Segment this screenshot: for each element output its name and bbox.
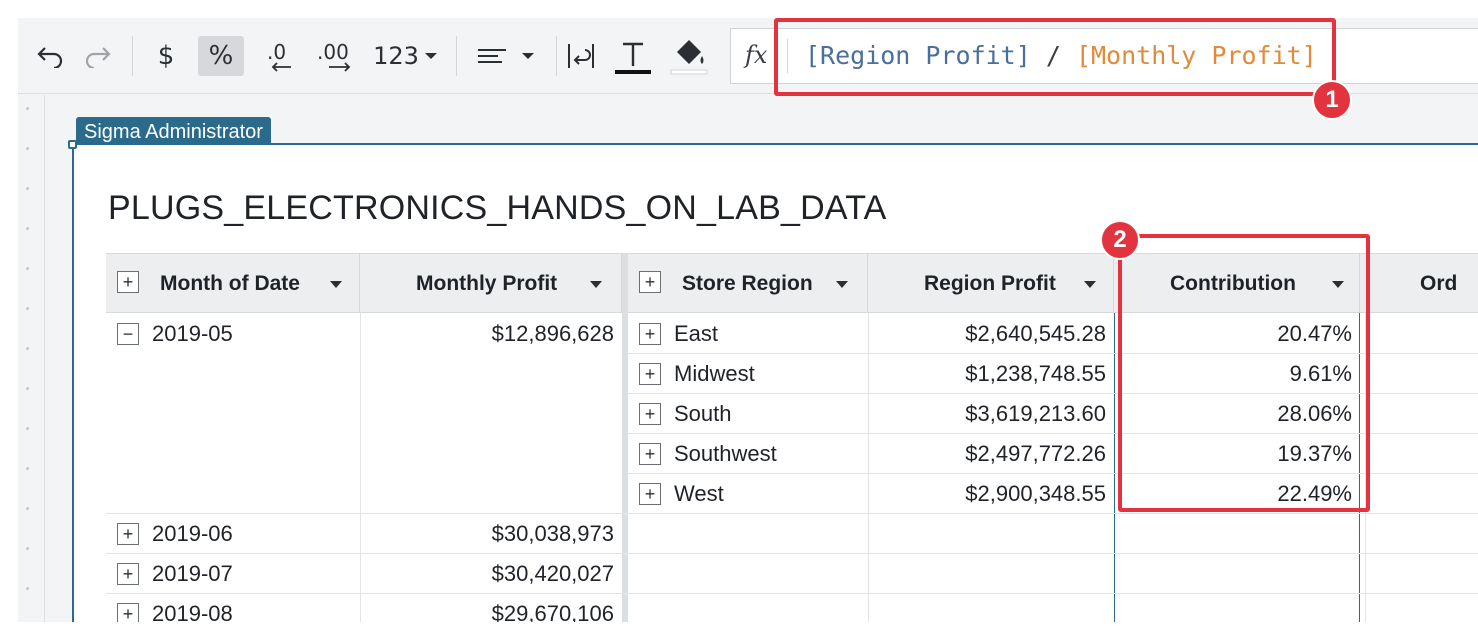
column-header-month-of-date[interactable]: + Month of Date	[106, 253, 360, 313]
region-profit-cell: $1,238,748.55	[965, 361, 1106, 386]
pivot-divider	[622, 253, 628, 622]
chevron-down-icon	[522, 53, 534, 59]
workbook-canvas: Sigma Administrator PLUGS_ELECTRONICS_HA…	[18, 95, 1478, 622]
pivot-table: + Month of Date Monthly Profit + Store R…	[106, 253, 1478, 622]
redo-icon[interactable]	[80, 36, 116, 76]
month-cell: 2019-08	[152, 601, 233, 622]
column-header-monthly-profit[interactable]: Monthly Profit	[360, 253, 622, 313]
monthly-profit-cell: $30,038,973	[491, 521, 614, 546]
contribution-cell: 28.06%	[1277, 401, 1352, 426]
column-header-label: Store Region	[682, 272, 813, 295]
callout-badge-1: 1	[1312, 80, 1352, 120]
toolbar-divider	[132, 36, 133, 76]
formula-divider	[787, 39, 788, 73]
column-header-contribution[interactable]: Contribution	[1114, 253, 1360, 313]
app-frame: $ % .0 .00 123 fx [Region Profi	[18, 18, 1478, 622]
chevron-down-icon[interactable]	[330, 281, 342, 288]
expand-icon[interactable]: +	[639, 403, 661, 425]
number-format-dropdown[interactable]: 123	[370, 36, 442, 76]
formula-bar[interactable]: fx [Region Profit] / [Monthly Profit]	[730, 28, 1478, 84]
chevron-down-icon	[424, 53, 437, 59]
align-dropdown[interactable]	[468, 36, 544, 76]
region-cell: Midwest	[674, 361, 755, 386]
month-cell: 2019-07	[152, 561, 233, 586]
element-title: PLUGS_ELECTRONICS_HANDS_ON_LAB_DATA	[108, 189, 887, 227]
expand-all-icon[interactable]: +	[117, 271, 139, 293]
expand-icon[interactable]: +	[639, 443, 661, 465]
callout-box-contribution	[1118, 234, 1370, 512]
format-toolbar: $ % .0 .00 123 fx [Region Profi	[18, 18, 1478, 94]
formula-ref-monthly-profit: [Monthly Profit]	[1075, 41, 1317, 70]
canvas-grid-dots	[26, 95, 30, 622]
undo-icon[interactable]	[32, 36, 68, 76]
contribution-cell: 19.37%	[1277, 441, 1352, 466]
expand-icon[interactable]: +	[117, 603, 139, 622]
region-profit-cell: $2,900,348.55	[965, 481, 1106, 506]
region-profit-cell: $2,640,545.28	[965, 321, 1106, 346]
monthly-profit-cell: $30,420,027	[491, 561, 614, 586]
text-color-icon[interactable]	[608, 36, 658, 76]
column-header-label: Month of Date	[160, 272, 300, 295]
column-header-store-region[interactable]: + Store Region	[628, 253, 868, 313]
percent-icon[interactable]: %	[198, 36, 244, 76]
owner-tag: Sigma Administrator	[76, 117, 271, 147]
fill-color-icon[interactable]	[664, 36, 714, 76]
column-header-ord[interactable]: Ord	[1360, 253, 1478, 313]
callout-badge-2: 2	[1100, 220, 1140, 260]
number-format-label: 123	[373, 42, 419, 70]
callout-box-formula	[774, 18, 1336, 96]
fx-icon: fx	[745, 41, 768, 69]
svg-text:.0: .0	[267, 40, 286, 64]
chevron-down-icon[interactable]	[590, 281, 602, 288]
pivot-table-element[interactable]: PLUGS_ELECTRONICS_HANDS_ON_LAB_DATA + Mo…	[72, 143, 1478, 622]
formula-ref-region-profit: [Region Profit]	[805, 41, 1031, 70]
column-header-label: Monthly Profit	[416, 272, 558, 295]
increase-decimals-icon[interactable]: .00	[314, 36, 360, 76]
monthly-profit-cell: $29,670,106	[491, 601, 614, 622]
chevron-down-icon[interactable]	[1084, 281, 1096, 288]
svg-text:.00: .00	[317, 40, 349, 64]
canvas-ruler-line	[44, 95, 45, 622]
toolbar-divider	[556, 36, 557, 76]
column-header-region-profit[interactable]: Region Profit	[868, 253, 1114, 313]
chevron-down-icon[interactable]	[836, 281, 848, 288]
contribution-cell: 9.61%	[1289, 361, 1352, 386]
region-cell: West	[674, 481, 724, 506]
month-cell: 2019-05	[152, 321, 233, 346]
chevron-down-icon[interactable]	[1332, 281, 1344, 288]
toolbar-divider	[456, 36, 457, 76]
expand-icon[interactable]: +	[639, 363, 661, 385]
decrease-decimals-icon[interactable]: .0	[258, 36, 304, 76]
expand-all-icon[interactable]: +	[639, 271, 661, 293]
column-header-label: Ord	[1420, 272, 1458, 295]
collapse-icon[interactable]: −	[117, 323, 139, 345]
region-cell: Southwest	[674, 441, 777, 466]
month-cell: 2019-06	[152, 521, 233, 546]
contribution-cell: 20.47%	[1277, 321, 1352, 346]
region-cell: South	[674, 401, 732, 426]
monthly-profit-cell: $12,896,628	[491, 321, 614, 346]
expand-icon[interactable]: +	[117, 563, 139, 585]
align-left-icon	[478, 49, 506, 63]
expand-icon[interactable]: +	[639, 483, 661, 505]
wrap-text-icon[interactable]	[558, 36, 604, 76]
element-resize-handle[interactable]	[68, 140, 77, 149]
region-profit-cell: $2,497,772.26	[965, 441, 1106, 466]
region-cell: East	[674, 321, 719, 346]
expand-icon[interactable]: +	[117, 523, 139, 545]
contribution-cell: 22.49%	[1277, 481, 1352, 506]
formula-operator: /	[1030, 41, 1076, 70]
region-profit-cell: $3,619,213.60	[965, 401, 1106, 426]
column-header-label: Contribution	[1170, 272, 1296, 295]
currency-icon[interactable]: $	[157, 41, 175, 71]
formula-input[interactable]: [Region Profit] / [Monthly Profit]	[805, 41, 1317, 70]
column-header-label: Region Profit	[924, 272, 1056, 295]
expand-icon[interactable]: +	[639, 323, 661, 345]
